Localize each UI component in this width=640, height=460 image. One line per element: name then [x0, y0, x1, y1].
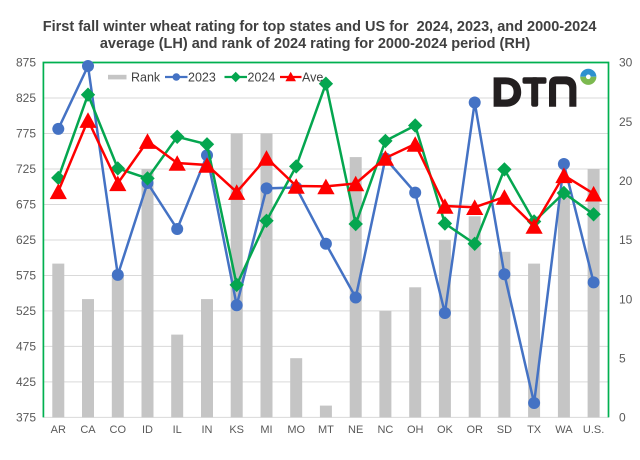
svg-text:MO: MO [287, 424, 305, 436]
svg-text:725: 725 [16, 162, 36, 176]
svg-text:CA: CA [80, 424, 96, 436]
svg-text:425: 425 [16, 375, 36, 389]
svg-text:CO: CO [110, 424, 127, 436]
svg-text:AR: AR [51, 424, 66, 436]
svg-text:10: 10 [619, 292, 633, 306]
svg-text:IN: IN [202, 424, 213, 436]
svg-text:KS: KS [229, 424, 244, 436]
svg-text:First fall winter wheat rating: First fall winter wheat rating for top s… [43, 19, 597, 35]
svg-text:SD: SD [497, 424, 512, 436]
svg-text:25: 25 [619, 115, 633, 129]
svg-text:OR: OR [466, 424, 483, 436]
svg-text:825: 825 [16, 91, 36, 105]
svg-text:375: 375 [16, 411, 36, 425]
svg-text:NE: NE [348, 424, 363, 436]
svg-text:30: 30 [619, 56, 633, 70]
svg-text:MI: MI [260, 424, 272, 436]
svg-text:525: 525 [16, 304, 36, 318]
svg-text:average (LH) and rank of 2024: average (LH) and rank of 2024 rating for… [100, 36, 530, 52]
svg-text:NC: NC [377, 424, 393, 436]
svg-text:ID: ID [142, 424, 153, 436]
svg-text:575: 575 [16, 269, 36, 283]
svg-text:20: 20 [619, 174, 633, 188]
svg-text:675: 675 [16, 198, 36, 212]
svg-text:15: 15 [619, 233, 633, 247]
svg-text:625: 625 [16, 233, 36, 247]
svg-text:Ave: Ave [302, 71, 323, 85]
svg-text:5: 5 [619, 351, 626, 365]
svg-text:2023: 2023 [188, 71, 216, 85]
svg-text:0: 0 [619, 411, 626, 425]
svg-text:2024: 2024 [248, 71, 276, 85]
svg-text:WA: WA [555, 424, 573, 436]
svg-text:875: 875 [16, 56, 36, 70]
svg-text:775: 775 [16, 127, 36, 141]
svg-text:Rank: Rank [131, 71, 161, 85]
svg-text:U.S.: U.S. [583, 424, 604, 436]
svg-text:475: 475 [16, 340, 36, 354]
svg-text:IL: IL [173, 424, 182, 436]
svg-text:OK: OK [437, 424, 454, 436]
svg-text:OH: OH [407, 424, 424, 436]
svg-text:TX: TX [527, 424, 542, 436]
svg-text:MT: MT [318, 424, 334, 436]
